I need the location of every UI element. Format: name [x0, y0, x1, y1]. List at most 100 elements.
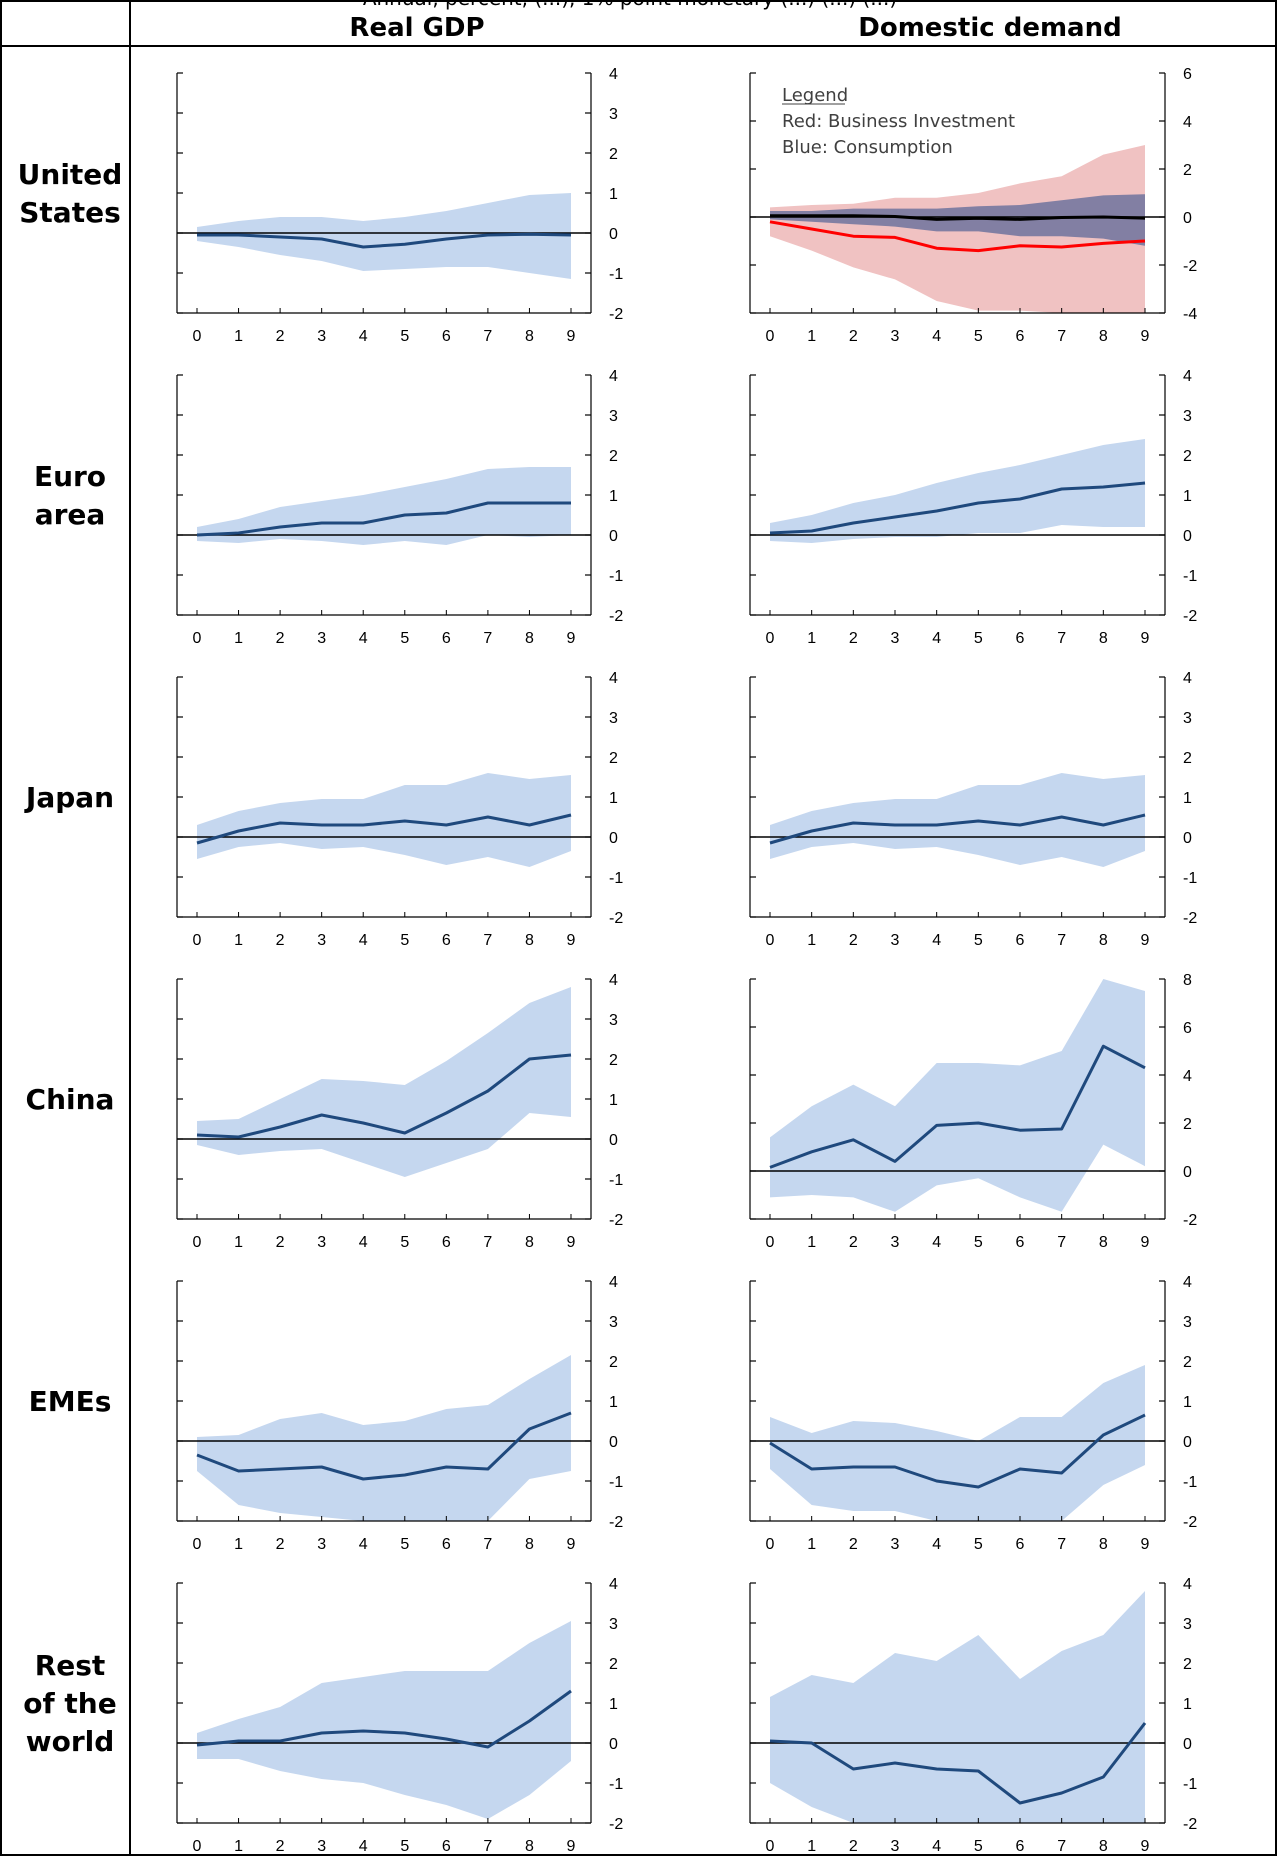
confidence-band [770, 439, 1145, 543]
x-tick-label: 5 [974, 932, 983, 949]
x-tick-label: 6 [1016, 932, 1025, 949]
x-tick-label: 6 [442, 1838, 451, 1855]
charts: -2 -1 0 1 2 3 4 0 1 2 3 4 5 6 7 8 9 -4 -2 0 2 4 6 0 1 2 3 4 5 6 7 8 9 -2 -… [176, 66, 1197, 1855]
y-tick-label: 8 [1183, 972, 1192, 989]
x-tick-label: 7 [1057, 1234, 1066, 1251]
x-tick-label: 5 [974, 1234, 983, 1251]
x-tick-label: 1 [234, 328, 243, 345]
legend: Legend Red: Business Investment Blue: Co… [782, 85, 1015, 158]
x-tick-label: 5 [400, 1234, 409, 1251]
x-tick-label: 7 [1057, 630, 1066, 647]
x-tick-label: 8 [1099, 630, 1108, 647]
row-label-line: Euro [34, 460, 106, 493]
x-tick-label: 3 [317, 1536, 326, 1553]
y-tick-label: 4 [1183, 670, 1192, 687]
chart-panel: -2 -1 0 1 2 3 4 0 1 2 3 4 5 6 7 8 9 [176, 1576, 623, 1855]
x-tick-label: 3 [891, 630, 900, 647]
x-tick-label: 8 [525, 1838, 534, 1855]
x-tick-label: 5 [400, 1536, 409, 1553]
y-tick-label: 0 [609, 1132, 618, 1149]
x-tick-label: 5 [400, 1838, 409, 1855]
series-line [196, 1053, 572, 1139]
x-tick-label: 1 [234, 1234, 243, 1251]
y-tick-label: 4 [609, 1576, 618, 1593]
y-tick-label: 6 [1183, 1020, 1192, 1037]
chart-panel: -2 -1 0 1 2 3 4 0 1 2 3 4 5 6 7 8 9 [749, 1576, 1197, 1855]
y-tick-label: -1 [609, 568, 623, 585]
series-line [196, 501, 571, 537]
row-label-line: area [35, 498, 106, 531]
y-tick-label: 0 [1183, 1434, 1192, 1451]
x-tick-label: 1 [807, 630, 816, 647]
x-tick-label: 0 [766, 328, 775, 345]
x-tick-label: 5 [400, 630, 409, 647]
y-tick-label: 1 [1183, 790, 1192, 807]
x-tick-label: 0 [193, 328, 202, 345]
x-tick-label: 9 [567, 932, 576, 949]
x-tick-label: 5 [400, 932, 409, 949]
y-tick-label: 4 [609, 670, 618, 687]
y-tick-label: 3 [609, 106, 618, 123]
y-tick-label: -2 [1183, 258, 1197, 275]
x-tick-label: 9 [567, 1234, 576, 1251]
x-tick-label: 3 [317, 1838, 326, 1855]
y-tick-label: -1 [609, 266, 623, 283]
row-label-line: Rest [35, 1649, 106, 1682]
y-tick-label: 0 [609, 528, 618, 545]
x-tick-label: 6 [442, 328, 451, 345]
x-tick-label: 8 [525, 630, 534, 647]
top-caption: Annual, percent, (...), 1% point monetar… [363, 0, 897, 10]
x-tick-label: 2 [276, 1838, 285, 1855]
y-tick-label: 4 [1183, 368, 1192, 385]
x-tick-label: 2 [849, 1234, 858, 1251]
x-tick-label: 2 [849, 328, 858, 345]
x-tick-label: 8 [1099, 932, 1108, 949]
x-tick-label: 3 [891, 932, 900, 949]
y-tick-label: 3 [1183, 1616, 1192, 1633]
x-tick-label: 2 [276, 630, 285, 647]
x-tick-label: 3 [891, 328, 900, 345]
x-tick-label: 8 [525, 1234, 534, 1251]
y-tick-label: 3 [609, 1314, 618, 1331]
x-tick-label: 0 [193, 932, 202, 949]
chart-panel: -2 -1 0 1 2 3 4 0 1 2 3 4 5 6 7 8 9 [176, 670, 623, 949]
x-tick-label: 5 [974, 1838, 983, 1855]
confidence-band [197, 1621, 571, 1819]
x-tick-label: 3 [317, 328, 326, 345]
x-tick-label: 9 [1141, 328, 1150, 345]
x-tick-label: 7 [1057, 932, 1066, 949]
y-tick-label: 3 [609, 1012, 618, 1029]
chart-panel: -2 0 2 4 6 8 0 1 2 3 4 5 6 7 8 9 [749, 972, 1197, 1251]
y-tick-label: 0 [609, 1736, 618, 1753]
y-tick-label: 0 [1183, 210, 1192, 227]
x-tick-label: 6 [1016, 1838, 1025, 1855]
y-tick-label: -2 [609, 608, 623, 625]
x-tick-label: 1 [807, 1536, 816, 1553]
x-tick-label: 7 [483, 328, 492, 345]
series-line [769, 1044, 1146, 1169]
y-tick-label: 0 [609, 226, 618, 243]
y-tick-label: 2 [1183, 1116, 1192, 1133]
confidence-band [197, 773, 571, 867]
y-tick-label: 3 [609, 710, 618, 727]
x-tick-label: 2 [276, 1234, 285, 1251]
y-tick-label: -2 [609, 1816, 623, 1833]
x-tick-label: 6 [1016, 328, 1025, 345]
x-tick-label: 6 [1016, 630, 1025, 647]
x-tick-label: 8 [525, 1536, 534, 1553]
confidence-band [770, 979, 1145, 1212]
y-tick-label: -2 [609, 910, 623, 927]
header-domestic-demand: Domestic demand [858, 13, 1121, 43]
y-tick-label: -2 [1183, 910, 1197, 927]
row-label-line: of the [23, 1687, 116, 1720]
row-labels: United States Euro area Japan China EMEs Rest of… [18, 158, 123, 1758]
y-tick-label: 2 [1183, 162, 1192, 179]
y-tick-label: -1 [609, 1776, 623, 1793]
confidence-band [770, 773, 1145, 867]
y-tick-label: 3 [1183, 408, 1192, 425]
y-tick-label: 4 [1183, 1576, 1192, 1593]
chart-panel: -2 -1 0 1 2 3 4 0 1 2 3 4 5 6 7 8 9 [176, 972, 623, 1251]
y-tick-label: 1 [609, 1092, 618, 1109]
y-tick-label: -4 [1183, 306, 1197, 323]
